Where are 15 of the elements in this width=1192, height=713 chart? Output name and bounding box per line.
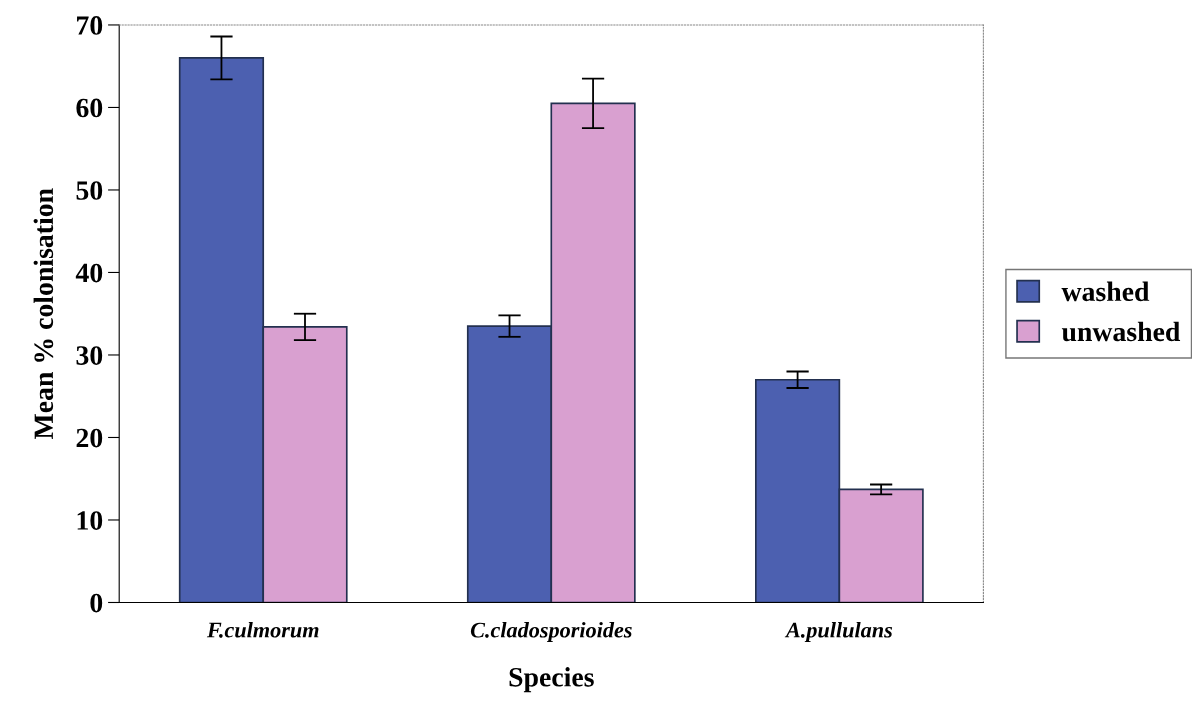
y-tick-label: 30 (76, 346, 103, 365)
y-tick-label: 60 (76, 98, 103, 118)
y-tick-label: 50 (76, 181, 103, 200)
y-tick-label: 70 (77, 16, 103, 35)
x-axis-title: Species (509, 667, 594, 693)
y-tick-label: 40 (75, 263, 103, 283)
y-axis-title: Mean % colonisation (33, 188, 54, 440)
y-tick-label: 0 (90, 593, 103, 613)
y-tick-label: 20 (76, 428, 103, 448)
x-tick-label: A.pullulans (784, 621, 893, 643)
x-tick-label: F.culmorum (206, 621, 319, 638)
legend-label: washed (1061, 281, 1150, 302)
legend-label: unwashed (1061, 321, 1181, 342)
x-tick-label: C.cladosporioides (470, 621, 632, 643)
y-tick-label: 10 (77, 511, 103, 530)
